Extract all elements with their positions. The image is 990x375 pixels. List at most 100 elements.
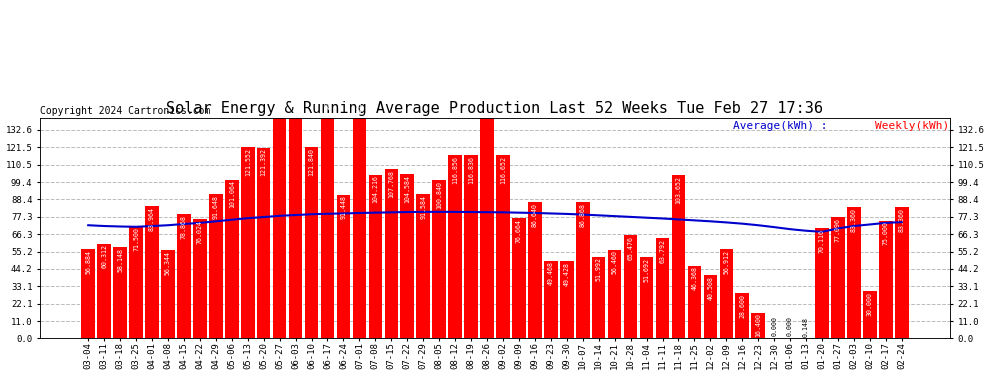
Bar bbox=[273, 73, 286, 338]
Text: 101.064: 101.064 bbox=[229, 180, 235, 209]
Text: 104.216: 104.216 bbox=[372, 176, 378, 203]
Bar bbox=[225, 180, 239, 338]
Text: 46.368: 46.368 bbox=[691, 266, 697, 290]
Text: 49.468: 49.468 bbox=[547, 261, 553, 285]
Bar bbox=[736, 294, 749, 338]
Text: 56.884: 56.884 bbox=[85, 250, 91, 274]
Text: 161.948: 161.948 bbox=[356, 85, 362, 112]
Text: 91.448: 91.448 bbox=[341, 195, 346, 219]
Bar bbox=[337, 195, 350, 338]
Bar bbox=[528, 202, 542, 338]
Bar bbox=[464, 155, 478, 338]
Text: 0.000: 0.000 bbox=[787, 316, 793, 336]
Bar bbox=[130, 226, 143, 338]
Bar bbox=[177, 214, 191, 338]
Bar bbox=[289, 73, 302, 338]
Text: 86.640: 86.640 bbox=[532, 203, 538, 227]
Bar bbox=[321, 82, 335, 338]
Bar bbox=[161, 250, 175, 338]
Text: 168.772: 168.772 bbox=[293, 74, 299, 102]
Text: 51.992: 51.992 bbox=[596, 258, 602, 282]
Text: 77.096: 77.096 bbox=[835, 218, 841, 242]
Bar bbox=[592, 256, 606, 338]
Text: 83.360: 83.360 bbox=[851, 208, 857, 232]
Bar bbox=[704, 275, 717, 338]
Text: 116.856: 116.856 bbox=[452, 156, 458, 183]
Bar bbox=[576, 202, 589, 338]
Text: Weekly(kWh): Weekly(kWh) bbox=[875, 120, 949, 130]
Bar bbox=[368, 175, 382, 338]
Text: 83.964: 83.964 bbox=[149, 207, 155, 231]
Text: 16.400: 16.400 bbox=[755, 314, 761, 338]
Text: 78.868: 78.868 bbox=[181, 215, 187, 239]
Text: 71.500: 71.500 bbox=[133, 227, 139, 251]
Bar bbox=[448, 155, 462, 338]
Bar bbox=[401, 174, 414, 338]
Text: 28.600: 28.600 bbox=[740, 294, 745, 318]
Text: Average(kWh) :: Average(kWh) : bbox=[733, 120, 834, 130]
Text: 121.552: 121.552 bbox=[245, 148, 250, 176]
Text: 107.768: 107.768 bbox=[388, 170, 394, 198]
Bar bbox=[544, 261, 557, 338]
Text: 121.392: 121.392 bbox=[260, 148, 266, 176]
Bar bbox=[608, 250, 622, 338]
Text: 86.868: 86.868 bbox=[580, 202, 586, 226]
Bar bbox=[97, 244, 111, 338]
Bar bbox=[193, 219, 207, 338]
Bar bbox=[384, 169, 398, 338]
Text: 103.652: 103.652 bbox=[675, 176, 681, 204]
Text: 163.344: 163.344 bbox=[325, 82, 331, 111]
Text: 51.692: 51.692 bbox=[644, 258, 649, 282]
Text: 104.584: 104.584 bbox=[404, 175, 410, 203]
Text: 0.148: 0.148 bbox=[803, 317, 809, 338]
Bar bbox=[688, 266, 701, 338]
Bar bbox=[241, 147, 254, 338]
Bar bbox=[879, 220, 893, 338]
Text: 100.840: 100.840 bbox=[437, 181, 443, 209]
Text: 63.792: 63.792 bbox=[659, 239, 665, 263]
Bar bbox=[146, 206, 158, 338]
Text: 195.192: 195.192 bbox=[484, 32, 490, 60]
Bar bbox=[305, 147, 319, 338]
Bar bbox=[81, 249, 95, 338]
Text: 56.460: 56.460 bbox=[612, 251, 618, 274]
Bar bbox=[751, 313, 765, 338]
Bar bbox=[480, 32, 494, 338]
Text: 70.116: 70.116 bbox=[819, 229, 825, 253]
Bar bbox=[209, 194, 223, 338]
Text: 76.024: 76.024 bbox=[197, 220, 203, 244]
Text: 76.664: 76.664 bbox=[516, 219, 522, 243]
Text: 116.836: 116.836 bbox=[468, 156, 474, 183]
Bar bbox=[863, 291, 877, 338]
Text: 60.312: 60.312 bbox=[101, 244, 107, 268]
Bar bbox=[512, 218, 526, 338]
Text: 56.344: 56.344 bbox=[165, 251, 171, 274]
Text: 40.508: 40.508 bbox=[708, 276, 714, 300]
Text: Copyright 2024 Cartronics.com: Copyright 2024 Cartronics.com bbox=[40, 106, 211, 116]
Bar bbox=[624, 236, 638, 338]
Bar bbox=[257, 148, 270, 338]
Bar bbox=[720, 249, 733, 338]
Text: 0.000: 0.000 bbox=[771, 316, 777, 336]
Text: 91.584: 91.584 bbox=[420, 195, 427, 219]
Text: 30.000: 30.000 bbox=[867, 292, 873, 316]
Text: 168.884: 168.884 bbox=[276, 74, 282, 102]
Bar bbox=[895, 207, 909, 338]
Text: 49.428: 49.428 bbox=[563, 261, 570, 285]
Bar bbox=[113, 247, 127, 338]
Bar bbox=[560, 261, 573, 338]
Text: 56.912: 56.912 bbox=[724, 250, 730, 274]
Title: Solar Energy & Running Average Production Last 52 Weeks Tue Feb 27 17:36: Solar Energy & Running Average Productio… bbox=[166, 101, 824, 116]
Text: 116.652: 116.652 bbox=[500, 156, 506, 184]
Bar bbox=[655, 238, 669, 338]
Bar bbox=[815, 228, 829, 338]
Bar bbox=[640, 257, 653, 338]
Bar bbox=[671, 176, 685, 338]
Bar bbox=[417, 195, 430, 338]
Bar bbox=[433, 180, 446, 338]
Text: 83.360: 83.360 bbox=[899, 208, 905, 232]
Text: 58.148: 58.148 bbox=[117, 248, 123, 272]
Bar bbox=[832, 217, 844, 338]
Bar bbox=[352, 84, 366, 338]
Text: 121.840: 121.840 bbox=[309, 148, 315, 176]
